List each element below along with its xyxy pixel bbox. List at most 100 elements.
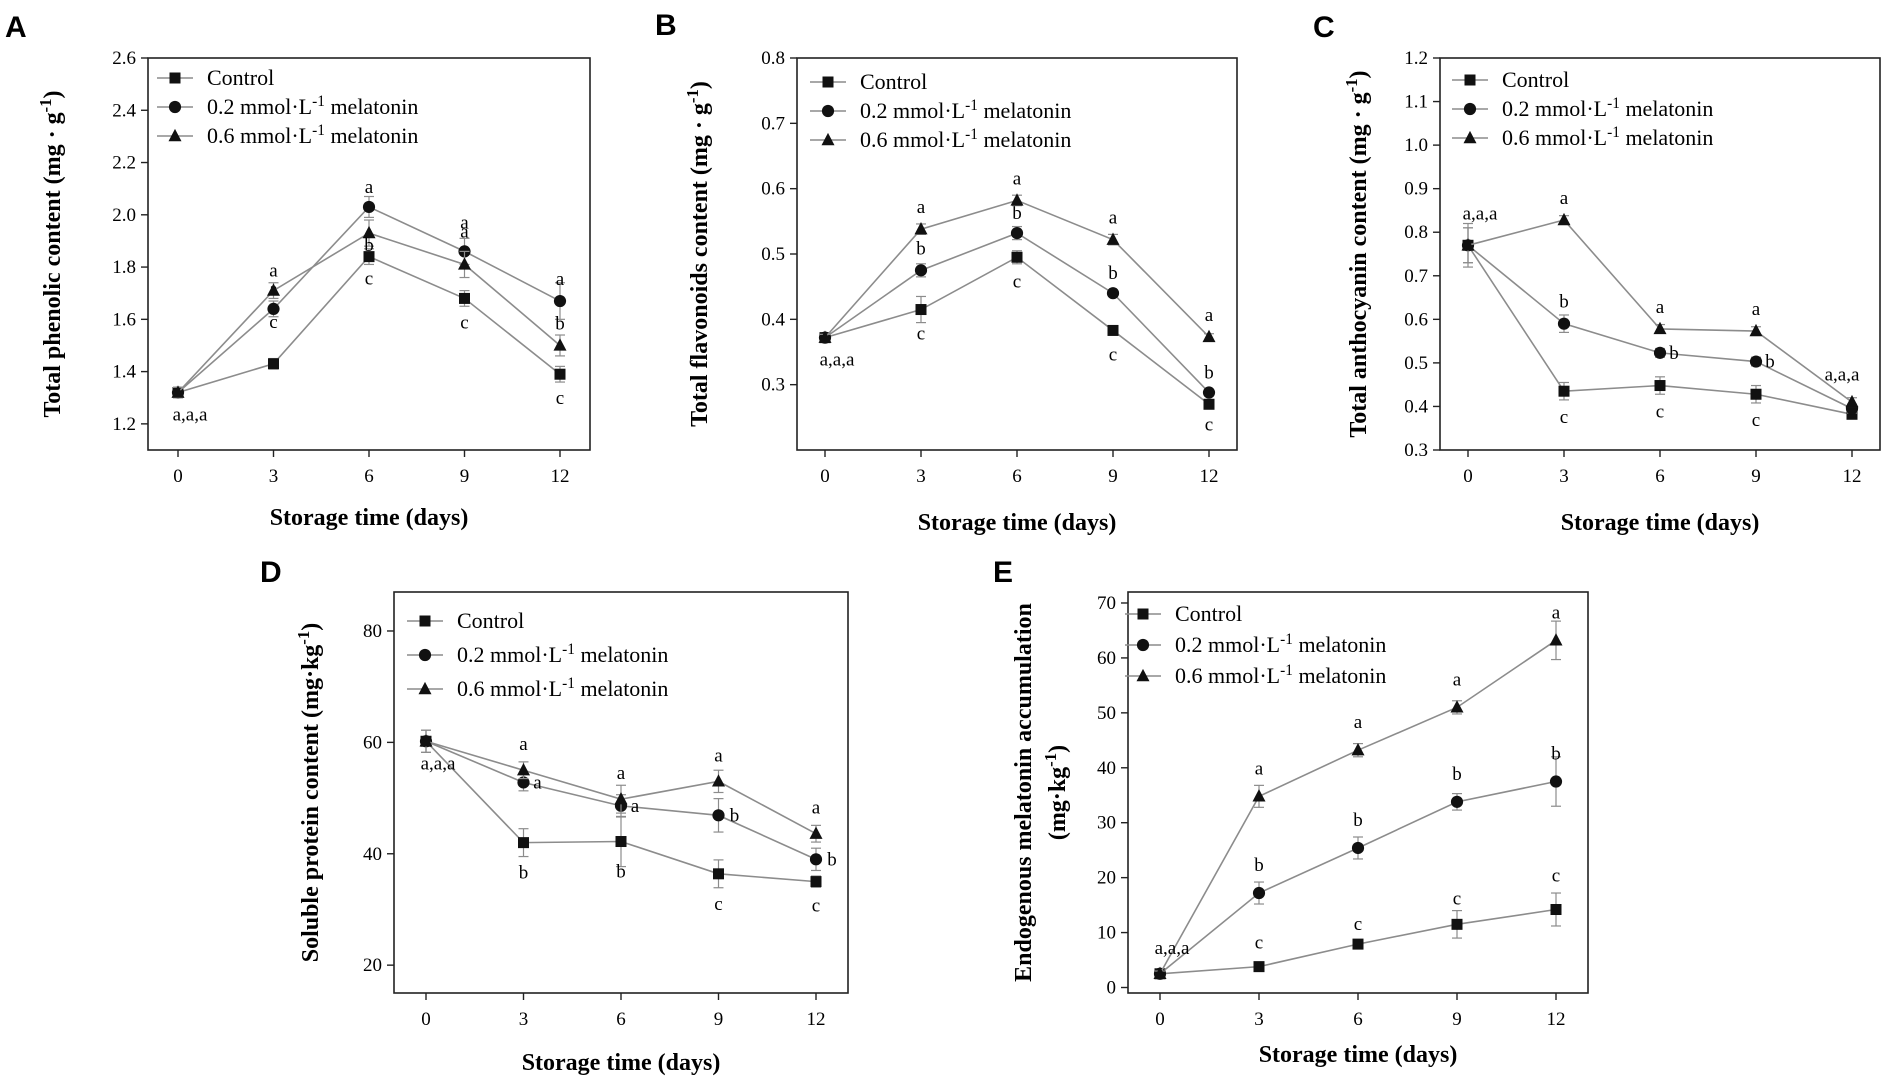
data-point — [1461, 238, 1475, 251]
data-point — [1750, 388, 1762, 400]
significance-label: b — [1254, 855, 1264, 876]
data-point — [1011, 251, 1023, 263]
series-0: c c c c — [1154, 866, 1562, 980]
data-point — [1549, 775, 1563, 788]
x-tick-label: 12 — [1843, 466, 1862, 487]
significance-label: a — [1552, 602, 1561, 623]
data-point — [171, 385, 185, 398]
legend-marker — [821, 104, 835, 118]
legend-entry: Control — [457, 608, 524, 633]
y-tick-label: 2.2 — [112, 153, 136, 174]
panel-label: C — [1313, 11, 1335, 44]
significance-label: c — [556, 388, 564, 409]
y-tick-label: 1.2 — [112, 414, 136, 435]
annotation-label: a,a,a — [1463, 203, 1498, 224]
y-tick-label: 70 — [1097, 593, 1116, 614]
data-point — [1153, 966, 1167, 979]
x-tick-label: 3 — [519, 1009, 529, 1030]
x-tick-label: 3 — [1559, 466, 1569, 487]
y-tick-label: 2.0 — [112, 205, 136, 226]
data-point — [517, 776, 530, 789]
significance-label: c — [1752, 410, 1760, 431]
y-axis-title: Total flavonoids content (mg · g-1) — [683, 81, 714, 427]
x-axis-title: Storage time (days) — [270, 505, 469, 531]
y-tick-label: 1.6 — [112, 309, 136, 330]
y-tick-label: 0.3 — [761, 375, 785, 396]
data-point — [1351, 841, 1365, 855]
significance-label: c — [269, 312, 277, 333]
series-0: c c c a,a,a — [1462, 222, 1860, 431]
x-axis-title: Storage time (days) — [522, 1050, 721, 1076]
significance-label: a — [917, 197, 926, 218]
data-point — [267, 302, 280, 315]
legend-entry: 0.2 mmol·L-1 melatonin — [207, 93, 418, 120]
legend-marker — [1463, 102, 1477, 116]
significance-label: b — [916, 238, 926, 259]
y-tick-label: 60 — [363, 732, 382, 753]
data-point — [1252, 789, 1266, 802]
data-point — [1203, 398, 1215, 410]
data-point — [553, 294, 567, 308]
annotation-label: a,a,a — [173, 405, 208, 426]
annotation-label: a,a,a — [421, 753, 456, 774]
y-tick-label: 1.1 — [1404, 92, 1428, 113]
data-point — [1106, 232, 1120, 245]
y-tick-label: 0.5 — [1404, 353, 1428, 374]
legend-marker — [419, 615, 431, 627]
data-point — [363, 251, 375, 263]
legend-entry: 0.6 mmol·L-1 melatonin — [1502, 124, 1713, 151]
data-point — [809, 853, 823, 866]
significance-label: b — [1551, 744, 1561, 765]
data-point — [712, 774, 725, 787]
significance-label: a,a,a — [1825, 364, 1860, 385]
legend-marker — [168, 128, 182, 142]
y-tick-label: 0.7 — [761, 113, 785, 134]
y-tick-label: 1.4 — [112, 362, 136, 383]
y-tick-label: 2.4 — [112, 100, 136, 121]
y-tick-label: 0.9 — [1404, 179, 1428, 200]
series-0: c c c c — [819, 250, 1215, 435]
y-axis-title: Total anthocyanin content (mg · g-1) — [1342, 70, 1373, 437]
significance-label: b — [364, 235, 374, 256]
series-2: a a a a — [818, 168, 1216, 343]
data-point — [712, 809, 725, 822]
significance-label: c — [917, 324, 925, 345]
x-tick-label: 0 — [1155, 1009, 1165, 1030]
data-point — [1450, 795, 1464, 808]
chart-panel-A: A 0 3 6 9 12 1.2 1.4 1.6 1.8 2.0 2.2 2.4 2.6 Storage t… — [5, 11, 591, 531]
significance-label: b — [1669, 343, 1679, 364]
data-point — [809, 826, 823, 839]
x-tick-label: 6 — [1353, 1009, 1363, 1030]
data-point — [518, 837, 529, 849]
data-point — [1550, 904, 1562, 916]
y-tick-label: 0.5 — [761, 244, 785, 265]
x-axis-title: Storage time (days) — [1561, 510, 1760, 536]
legend-entry: 0.6 mmol·L-1 melatonin — [860, 126, 1071, 153]
significance-label: b — [1108, 263, 1118, 284]
y-tick-label: 0.7 — [1404, 266, 1428, 287]
significance-label: a — [556, 269, 565, 290]
y-tick-label: 10 — [1097, 923, 1116, 944]
data-point — [517, 763, 530, 776]
data-point — [914, 264, 928, 277]
data-point — [1749, 355, 1763, 368]
x-tick-label: 12 — [807, 1009, 826, 1030]
significance-label: b — [519, 863, 529, 884]
significance-label: c — [1560, 407, 1568, 428]
data-point — [614, 792, 628, 805]
x-tick-label: 3 — [1254, 1009, 1264, 1030]
x-tick-label: 6 — [616, 1009, 626, 1030]
x-tick-label: 3 — [916, 466, 926, 487]
y-tick-label: 30 — [1097, 813, 1116, 834]
legend-marker — [418, 648, 432, 662]
legend-entry: 0.6 mmol·L-1 melatonin — [457, 675, 668, 702]
significance-label: c — [812, 896, 820, 917]
significance-label: c — [1453, 888, 1461, 909]
chart-panel-C: C 0 3 6 9 12 0.3 0.4 0.5 0.6 0.7 0.8 0.9 1.0 1.1 1.2 Sto… — [1313, 11, 1881, 536]
data-point — [1653, 346, 1667, 359]
annotation-label: a,a,a — [1155, 938, 1190, 959]
panel-label: E — [993, 556, 1013, 589]
